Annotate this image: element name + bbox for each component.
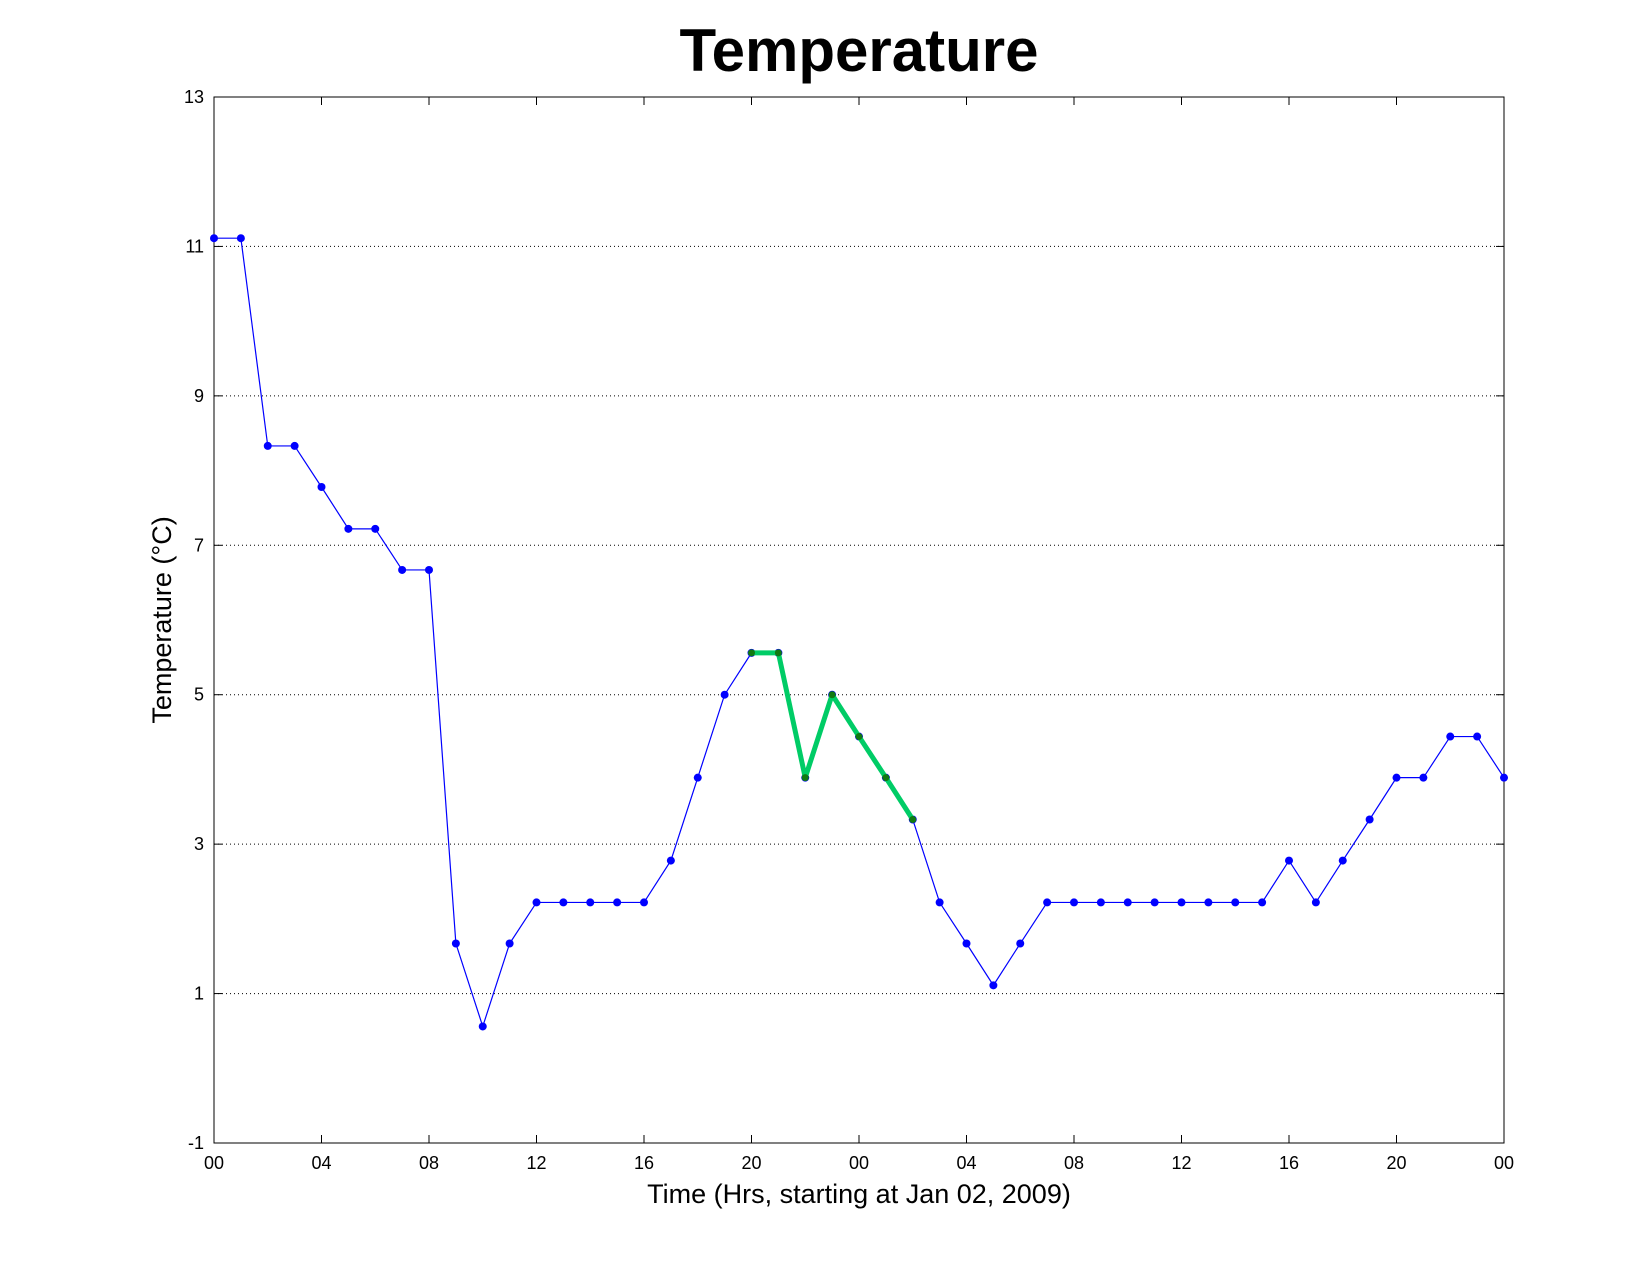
data-point-highlight — [748, 649, 755, 657]
series-line-highlight — [751, 650, 915, 821]
chart-title: Temperature — [679, 17, 1038, 84]
data-point-main — [1311, 898, 1320, 907]
data-point-main — [478, 1022, 487, 1031]
data-point-main — [989, 981, 998, 990]
data-point-main — [962, 939, 971, 948]
data-point-main — [317, 483, 326, 492]
x-tick-label: 20 — [1386, 1153, 1406, 1173]
data-point-main — [1419, 773, 1428, 782]
x-tick-label: 00 — [1494, 1153, 1514, 1173]
data-point-highlight — [855, 733, 863, 741]
x-tick-label: 04 — [311, 1153, 331, 1173]
data-point-main — [1446, 732, 1455, 741]
data-point-main — [263, 441, 272, 450]
data-point-main — [1177, 898, 1186, 907]
data-point-main — [720, 690, 729, 699]
data-point-main — [425, 565, 433, 574]
x-tick-label: 08 — [1064, 1153, 1084, 1173]
data-point-main — [398, 565, 407, 574]
y-tick-label: 11 — [185, 236, 204, 256]
data-point-main — [666, 856, 675, 865]
x-tick-label: 00 — [849, 1153, 869, 1173]
x-tick-label: 20 — [741, 1153, 761, 1173]
data-point-main — [1338, 856, 1347, 865]
x-tick-label: 00 — [204, 1153, 224, 1173]
y-tick-label: 9 — [194, 386, 204, 406]
data-series — [210, 234, 1508, 1031]
data-point-main — [451, 939, 460, 948]
data-point-main — [935, 898, 944, 907]
data-point-main — [344, 524, 353, 533]
y-tick-label: 7 — [194, 535, 204, 555]
y-tick-label: 1 — [194, 984, 204, 1004]
x-tick-label: 08 — [419, 1153, 439, 1173]
x-tick-label: 12 — [526, 1153, 546, 1173]
y-tick-label: 3 — [194, 834, 204, 854]
data-point-highlight — [909, 815, 917, 823]
data-point-highlight — [828, 691, 836, 699]
data-point-main — [210, 234, 218, 243]
data-point-highlight — [774, 649, 782, 657]
data-point-main — [1096, 898, 1105, 907]
x-tick-label: 16 — [1279, 1153, 1299, 1173]
x-tick-label: 12 — [1171, 1153, 1191, 1173]
y-tick-label: -1 — [188, 1133, 204, 1153]
x-tick-label: 04 — [956, 1153, 976, 1173]
data-point-main — [1204, 898, 1213, 907]
x-axis-label: Time (Hrs, starting at Jan 02, 2009) — [647, 1179, 1071, 1209]
data-point-main — [505, 939, 514, 948]
data-point-main — [1231, 898, 1240, 907]
y-tick-label: 13 — [184, 87, 204, 107]
data-point-main — [1500, 773, 1508, 782]
data-point-main — [371, 524, 380, 533]
data-point-main — [532, 898, 541, 907]
data-point-highlight — [801, 774, 809, 782]
series-line-main — [214, 237, 1505, 1029]
y-axis-label: Temperature (°C) — [147, 516, 177, 723]
data-point-main — [236, 234, 245, 243]
data-point-main — [693, 773, 702, 782]
data-point-main — [1150, 898, 1159, 907]
grid-lines — [214, 245, 1504, 995]
data-point-main — [559, 898, 568, 907]
data-point-main — [1043, 898, 1052, 907]
data-point-main — [1392, 773, 1401, 782]
data-point-main — [1473, 732, 1482, 741]
data-point-main — [1070, 898, 1078, 907]
x-tick-label: 16 — [634, 1153, 654, 1173]
data-point-main — [586, 898, 595, 907]
data-point-main — [640, 898, 648, 907]
data-point-main — [613, 898, 622, 907]
data-point-highlight — [882, 774, 890, 782]
data-point-main — [1365, 815, 1374, 824]
data-point-main — [1016, 939, 1025, 948]
data-point-main — [1285, 856, 1293, 865]
data-point-main — [1123, 898, 1132, 907]
data-point-main — [290, 441, 299, 450]
plot-area-frame — [213, 96, 1505, 1144]
data-point-main — [1258, 898, 1267, 907]
y-tick-label: 5 — [194, 685, 204, 705]
